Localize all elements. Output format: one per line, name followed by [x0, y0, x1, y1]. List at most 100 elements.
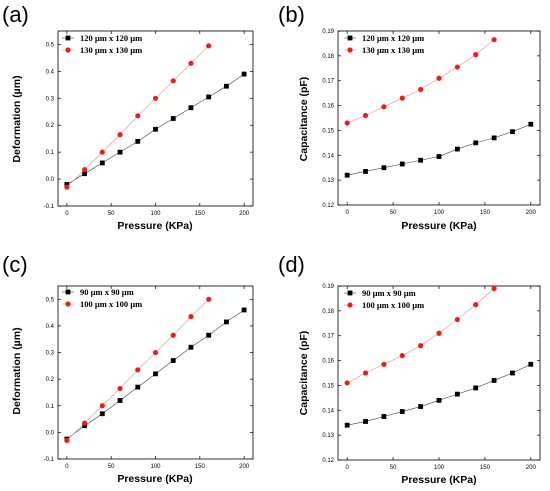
legend-marker [347, 290, 353, 296]
x-tick-label: 200 [239, 211, 250, 217]
data-point [473, 52, 479, 58]
data-point [170, 78, 176, 84]
data-point [170, 332, 176, 338]
data-point [362, 370, 369, 376]
x-axis-title: Pressure (KPa) [117, 473, 192, 485]
y-tick-label: -0.1 [44, 204, 55, 210]
x-tick-label: 200 [239, 464, 250, 470]
x-tick-label: 150 [480, 210, 491, 216]
x-tick-label: 100 [150, 464, 161, 470]
y-axis-title: Capacitance (pF) [298, 331, 310, 416]
data-point [206, 332, 212, 338]
x-tick-label: 0 [65, 464, 69, 470]
data-point [381, 361, 387, 367]
y-tick-label: 0.19 [322, 29, 334, 35]
data-point [64, 184, 70, 190]
data-point [117, 149, 123, 155]
y-tick-label: 0.13 [322, 178, 334, 184]
data-point [206, 43, 212, 49]
data-point [117, 398, 123, 403]
legend-entry: 130 µm x 130 µm [362, 45, 424, 55]
data-point [99, 160, 105, 166]
x-tick-label: 50 [108, 211, 115, 217]
y-tick-label: 0.4 [46, 69, 55, 75]
data-point [153, 126, 158, 132]
y-tick-label: 0.17 [322, 79, 334, 85]
data-point [399, 161, 405, 167]
y-tick-label: 0.12 [322, 458, 334, 464]
x-tick-label: 150 [195, 211, 206, 217]
legend-marker [65, 47, 71, 53]
data-point [152, 349, 159, 356]
data-point [436, 397, 442, 403]
data-point [362, 112, 369, 119]
panel-label: (a) [2, 2, 29, 27]
data-point [170, 358, 176, 363]
data-point [454, 316, 460, 323]
y-axis-title: Deformation (µm) [11, 75, 23, 162]
data-point [99, 149, 105, 155]
x-tick-label: 0 [65, 211, 69, 217]
data-point [153, 371, 158, 377]
data-point [117, 385, 123, 392]
data-point [344, 422, 350, 428]
data-point [491, 378, 497, 383]
y-tick-label: 0.2 [46, 377, 55, 383]
legend-marker [65, 289, 71, 295]
data-point [381, 414, 387, 419]
y-tick-label: 0.18 [322, 309, 334, 315]
x-tick-label: 200 [526, 465, 537, 471]
data-point [363, 169, 368, 174]
data-point [363, 419, 368, 424]
legend-entry: 120 µm x 120 µm [80, 33, 142, 43]
data-point [381, 104, 387, 110]
panel-label: (c) [2, 252, 28, 277]
x-tick-label: 100 [434, 465, 445, 471]
y-tick-label: 0.3 [46, 351, 55, 357]
data-point [117, 132, 123, 138]
x-tick-label: 50 [390, 465, 397, 471]
data-point [344, 120, 350, 126]
data-point [473, 385, 479, 391]
y-tick-label: 0.15 [322, 383, 334, 389]
y-tick-label: 0.19 [322, 284, 334, 290]
data-point [170, 116, 176, 121]
legend-entry: 100 µm x 100 µm [80, 299, 142, 309]
data-point [188, 105, 194, 111]
x-tick-label: 150 [480, 465, 491, 471]
legend-entry: 90 µm x 90 µm [362, 288, 416, 298]
legend-marker [65, 35, 71, 41]
y-tick-label: 0.1 [46, 404, 55, 410]
y-tick-label: 0.1 [46, 150, 55, 156]
legend-entry: 90 µm x 90 µm [80, 287, 134, 297]
y-axis-title: Capacitance (pF) [298, 77, 310, 162]
data-point [491, 37, 497, 43]
data-point [206, 296, 212, 302]
y-tick-label: 0.13 [322, 433, 334, 439]
y-tick-label: 0.14 [322, 408, 334, 414]
data-point [135, 384, 141, 390]
legend-marker [347, 302, 353, 308]
chart-panel-2: (c) 0 50 100 150 200 -0.1 0.0 0.1 0.2 0.3 0.4 0.5 Pre… [2, 252, 254, 485]
data-point [135, 138, 141, 144]
y-tick-label: 0.2 [46, 123, 55, 129]
y-axis-title: Deformation (µm) [11, 327, 23, 414]
data-point [81, 420, 88, 426]
data-point [418, 343, 424, 349]
y-tick-label: 0.16 [322, 104, 334, 110]
data-point [344, 172, 350, 178]
data-point [473, 302, 479, 308]
data-point [399, 409, 405, 414]
data-point [454, 146, 460, 152]
data-point [224, 319, 229, 325]
data-point [528, 121, 534, 127]
data-point [418, 86, 424, 93]
y-tick-label: 0.16 [322, 359, 334, 365]
legend-entry: 100 µm x 100 µm [362, 300, 424, 310]
x-tick-label: 200 [526, 210, 537, 216]
data-point [81, 167, 88, 173]
data-point [241, 307, 247, 313]
data-point [528, 361, 534, 367]
data-point [454, 391, 460, 397]
